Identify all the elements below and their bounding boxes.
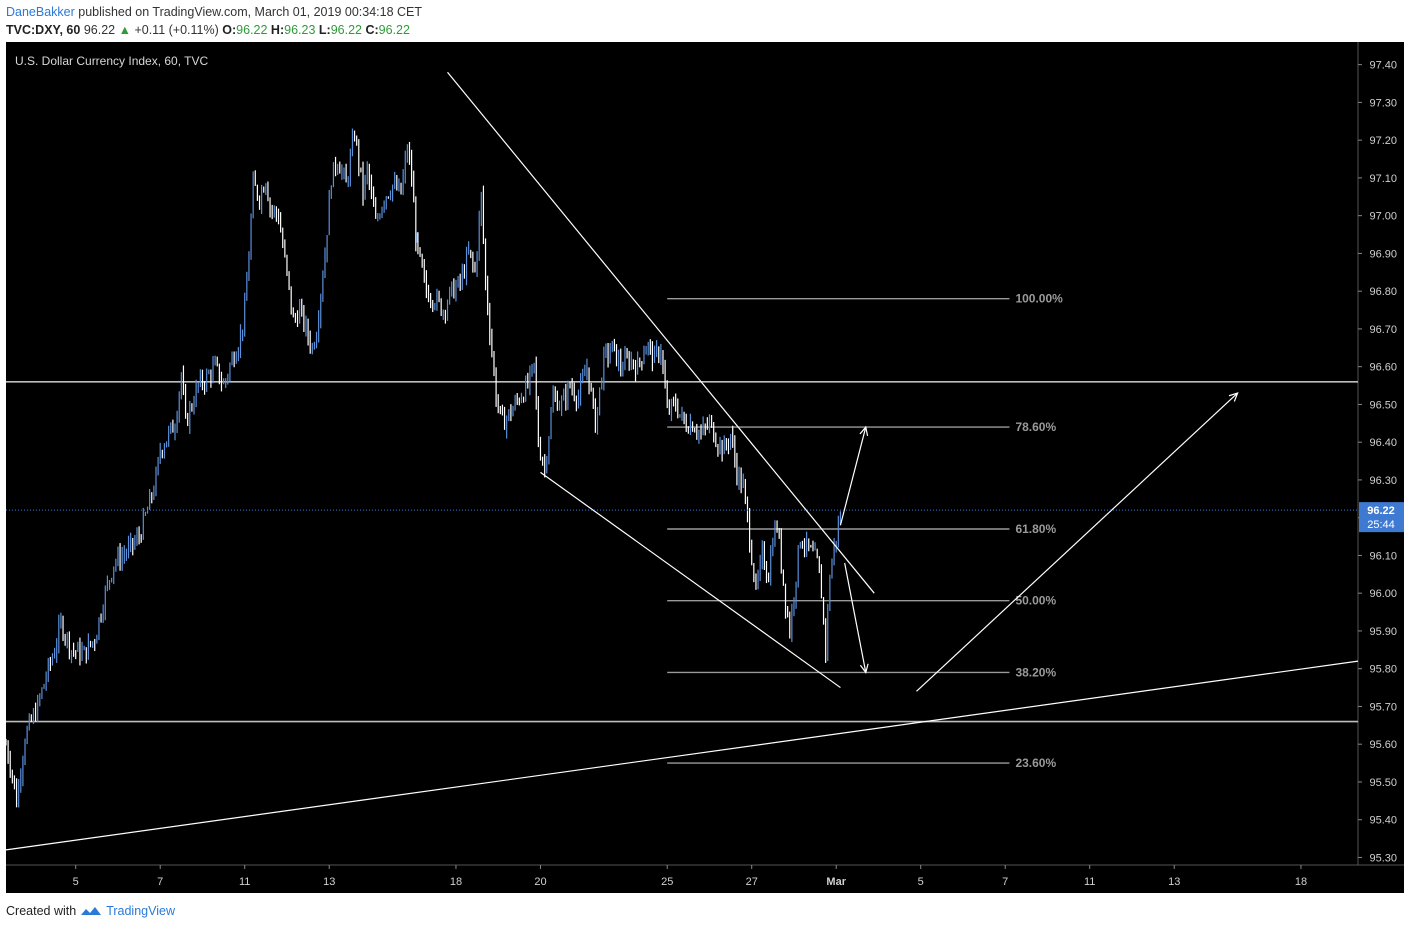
symbol-info: TVC:DXY, 60 96.22 ▲ +0.11 (+0.11%) O:96.… [6,23,410,37]
trend-line [447,71,875,594]
x-tick-label: 13 [323,876,335,888]
high-value: 96.23 [284,23,316,37]
x-tick-label: 20 [534,876,546,888]
y-tick-label: 95.70 [1369,701,1397,713]
open-label: O: [222,23,237,37]
x-tick-label: 18 [1295,876,1307,888]
y-tick-label: 96.40 [1369,437,1397,449]
tradingview-brand[interactable]: TradingView [106,904,175,918]
projection-arrow [844,562,867,673]
tradingview-logo-icon [81,907,102,915]
projection-arrow [916,392,1238,692]
published-text: published on TradingView.com, March 01, … [78,5,423,19]
y-tick-label: 95.30 [1369,852,1397,864]
x-tick-label: 27 [746,876,758,888]
x-tick-label: 5 [918,876,924,888]
y-tick-label: 96.30 [1369,475,1397,487]
chart-header: DaneBakker published on TradingView.com,… [0,0,1410,42]
x-tick-label: 13 [1168,876,1180,888]
close-value: 96.22 [378,23,410,37]
y-tick-label: 95.40 [1369,815,1397,827]
high-label: H: [270,23,285,37]
author-link[interactable]: DaneBakker [6,5,75,19]
x-tick-label: 7 [157,876,163,888]
symbol-label: TVC:DXY, 60 [6,23,81,37]
low-value: 96.22 [330,23,362,37]
y-tick-label: 97.00 [1369,211,1397,223]
arrow-head [1228,392,1239,402]
y-tick-label: 96.50 [1369,399,1397,411]
price-change: +0.11 (+0.11%) [134,23,219,37]
y-tick-label: 95.80 [1369,664,1397,676]
fib-level-label: 100.00% [1015,292,1063,306]
low-label: L: [318,23,331,37]
fib-level-label: 61.80% [1015,522,1056,536]
publish-info: DaneBakker published on TradingView.com,… [6,5,422,19]
y-tick-label: 95.90 [1369,626,1397,638]
last-price: 96.22 [83,23,116,37]
trend-line [5,660,1359,851]
y-tick-label: 96.10 [1369,550,1397,562]
current-price-label: 96.22 [1367,505,1395,517]
fib-level-label: 78.60% [1015,420,1056,434]
price-axis[interactable] [1358,42,1404,865]
countdown-label: 25:44 [1367,519,1395,531]
arrow-head [859,663,869,674]
fib-level-label: 50.00% [1015,594,1056,608]
trend-line [540,471,841,689]
current-price-tag [1359,502,1404,533]
x-tick-label: Mar [826,876,846,888]
y-tick-label: 97.10 [1369,173,1397,185]
chart-area[interactable]: U.S. Dollar Currency Index, 60, TVC 97.4… [0,42,1410,894]
close-label: C: [365,23,379,37]
projection-arrow [839,426,867,526]
x-tick-label: 11 [1084,876,1095,888]
y-tick-label: 97.20 [1369,135,1397,147]
arrow-head [859,425,869,437]
created-with-text: Created with [6,904,77,918]
x-tick-label: 25 [661,876,673,888]
x-tick-label: 7 [1002,876,1008,888]
y-tick-label: 96.70 [1369,324,1397,336]
y-tick-label: 96.80 [1369,286,1397,298]
footer: Created with TradingView [6,904,175,918]
y-tick-label: 97.30 [1369,97,1397,109]
y-tick-label: 97.40 [1369,60,1397,72]
y-tick-label: 96.60 [1369,362,1397,374]
y-tick-label: 95.50 [1369,777,1397,789]
y-tick-label: 96.90 [1369,248,1397,260]
plot-background[interactable] [6,42,1358,865]
up-triangle-icon: ▲ [118,23,131,37]
y-tick-label: 96.00 [1369,588,1397,600]
x-tick-label: 18 [450,876,462,888]
x-tick-label: 5 [73,876,79,888]
time-axis[interactable] [6,865,1404,893]
x-tick-label: 11 [239,876,250,888]
open-value: 96.22 [236,23,268,37]
chart-title: U.S. Dollar Currency Index, 60, TVC [15,54,209,68]
y-tick-label: 95.60 [1369,739,1397,751]
fib-level-label: 38.20% [1015,665,1056,679]
fib-level-label: 23.60% [1015,756,1056,770]
